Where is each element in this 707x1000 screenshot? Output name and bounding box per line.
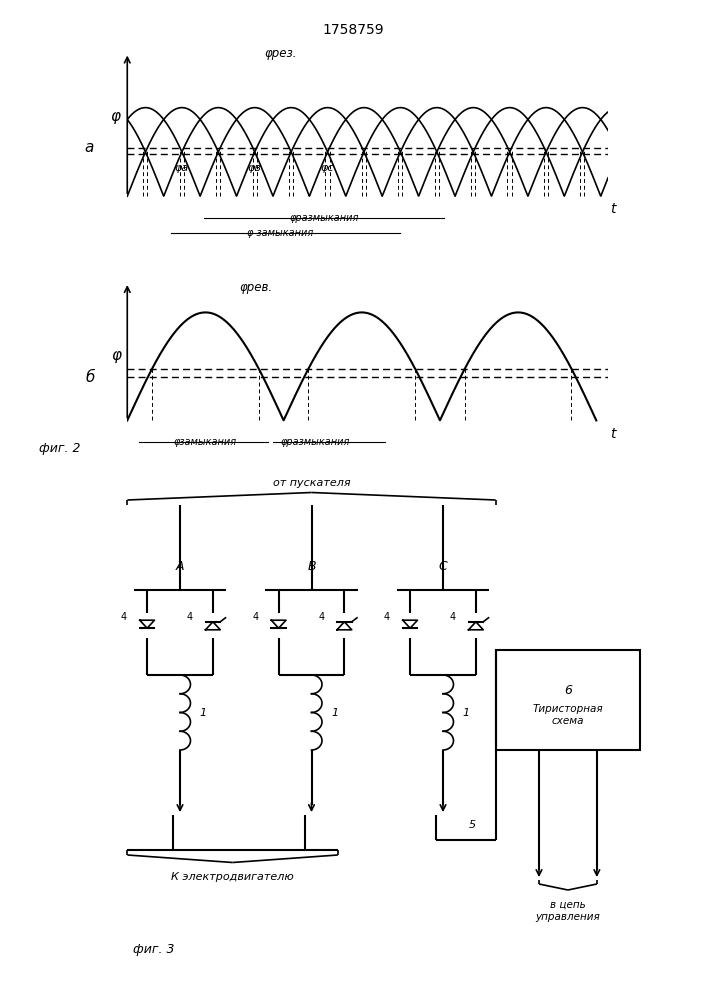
Text: φ замыкания: φ замыкания	[247, 228, 313, 238]
Text: 4: 4	[384, 612, 390, 622]
Text: 4: 4	[318, 612, 325, 622]
Text: Тиристорная
схема: Тиристорная схема	[532, 704, 603, 726]
Text: φс: φс	[321, 163, 334, 173]
Text: б: б	[86, 370, 95, 385]
Text: в цепь
управления: в цепь управления	[536, 900, 600, 922]
Text: φ: φ	[110, 109, 120, 124]
Text: φразмыкания: φразмыкания	[280, 437, 349, 447]
Text: φзамыкания: φзамыкания	[173, 437, 236, 447]
Text: 4: 4	[252, 612, 259, 622]
Text: t: t	[609, 202, 615, 216]
Text: 1: 1	[463, 708, 470, 718]
Text: 1: 1	[332, 708, 339, 718]
Text: φв: φв	[247, 163, 262, 173]
Text: C: C	[438, 560, 448, 572]
Text: 4: 4	[121, 612, 127, 622]
Text: 4: 4	[187, 612, 193, 622]
Text: φрев.: φрев.	[240, 281, 273, 294]
Text: B: B	[308, 560, 316, 572]
Text: φ: φ	[111, 348, 121, 363]
Text: φа: φа	[175, 163, 189, 173]
Text: фиг. 3: фиг. 3	[133, 944, 175, 956]
Text: a: a	[84, 140, 94, 155]
Text: t: t	[610, 427, 616, 441]
Text: 4: 4	[450, 612, 456, 622]
Text: A: A	[176, 560, 185, 572]
Text: фиг. 2: фиг. 2	[39, 442, 81, 455]
Text: φрез.: φрез.	[264, 47, 296, 60]
Text: φразмыкания: φразмыкания	[289, 213, 358, 223]
Text: 5: 5	[469, 820, 476, 830]
Text: 6: 6	[564, 684, 572, 696]
Text: 1: 1	[199, 708, 207, 718]
Text: 1758759: 1758759	[322, 23, 385, 37]
Bar	[496, 650, 641, 750]
Text: К электродвигателю: К электродвигателю	[171, 872, 294, 882]
Text: от пускателя: от пускателя	[273, 478, 350, 488]
